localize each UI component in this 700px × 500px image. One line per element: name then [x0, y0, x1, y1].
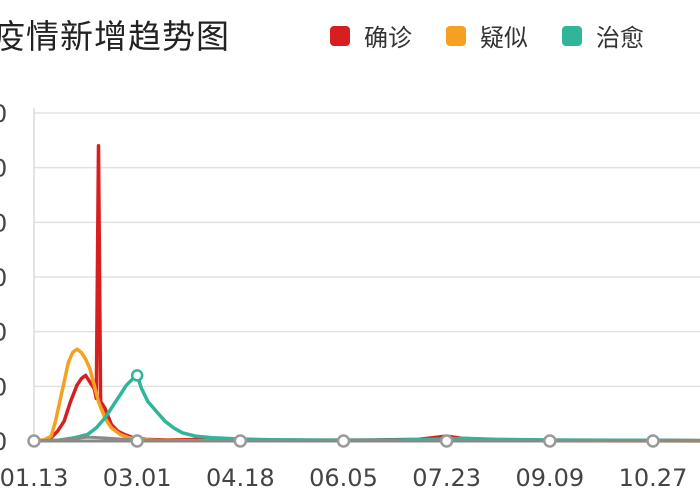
legend-swatch-recovered — [562, 25, 582, 46]
legend-item-confirmed[interactable]: 确诊 — [330, 18, 412, 53]
series-line-2 — [32, 373, 700, 443]
x-tick-label: 01.13 — [0, 464, 68, 492]
y-tick-label: 0 — [0, 209, 7, 237]
y-tick-label: 0 — [0, 373, 7, 401]
x-tick-label: 10.27 — [619, 464, 688, 492]
y-tick-label: 0 — [0, 264, 7, 292]
y-tick-label: 0 — [0, 155, 7, 183]
series-line-1 — [32, 347, 700, 443]
y-tick-label: 0 — [0, 428, 7, 456]
x-tick-label: 07.23 — [412, 464, 481, 492]
x-tick-marker — [439, 434, 454, 448]
x-tick-label: 04.18 — [206, 464, 275, 492]
legend-label-confirmed: 确诊 — [364, 24, 412, 52]
x-tick-label: 03.01 — [103, 464, 172, 492]
x-tick-marker — [233, 434, 248, 448]
x-tick-marker — [336, 434, 351, 448]
hover-point-marker[interactable] — [130, 369, 144, 382]
chart-title: 疫情新增趋势图 — [0, 17, 230, 56]
y-tick-label: 0 — [0, 100, 7, 128]
legend: 确诊 疑似 治愈 — [330, 18, 678, 53]
x-tick-marker — [130, 434, 144, 448]
legend-item-recovered[interactable]: 治愈 — [562, 18, 644, 53]
legend-swatch-suspected — [446, 25, 466, 46]
x-tick-label: 09.09 — [515, 464, 584, 492]
legend-item-suspected[interactable]: 疑似 — [446, 18, 528, 53]
y-tick-label: 0 — [0, 319, 7, 347]
legend-label-suspected: 疑似 — [480, 24, 528, 52]
x-tick-label: 06.05 — [309, 464, 378, 492]
legend-label-recovered: 治愈 — [596, 24, 644, 52]
legend-swatch-confirmed — [330, 25, 350, 46]
x-tick-marker — [646, 434, 660, 448]
x-tick-marker — [543, 434, 557, 448]
series-line-0 — [32, 144, 700, 443]
x-tick-marker — [27, 434, 41, 448]
